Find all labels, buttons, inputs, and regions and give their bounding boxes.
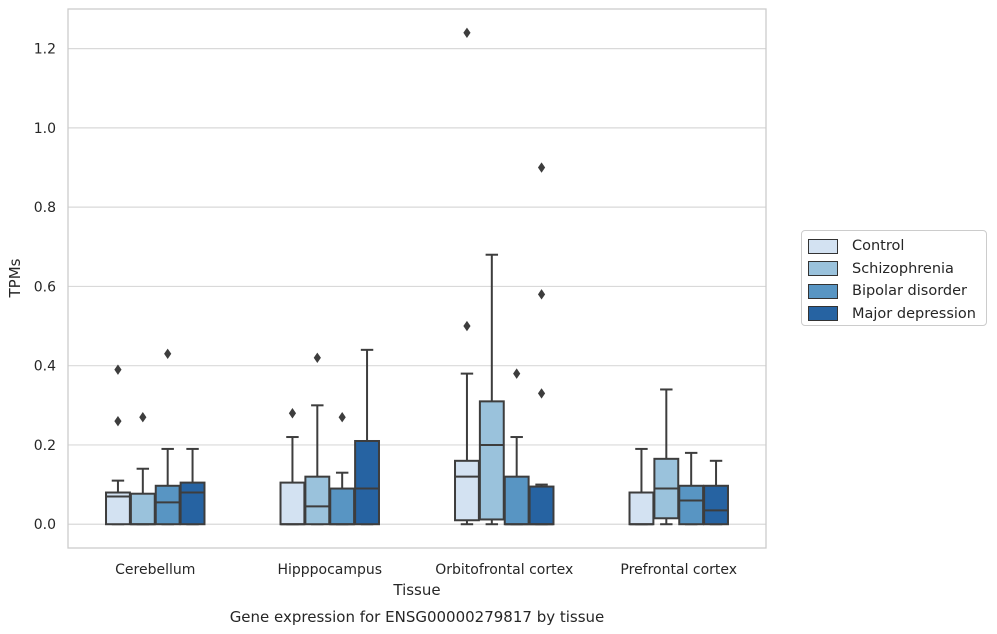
boxes-layer xyxy=(105,27,729,526)
box xyxy=(179,481,206,526)
outlier-point xyxy=(463,320,471,332)
box-group xyxy=(478,253,505,526)
outlier-point xyxy=(114,415,122,427)
outlier-point xyxy=(313,352,321,363)
outlier-point xyxy=(513,368,521,379)
y-tick-labels: 0.0 0.2 0.4 0.6 0.8 1.0 1.2 xyxy=(34,42,56,534)
box xyxy=(354,439,380,526)
y-tick-label: 1.2 xyxy=(34,42,56,58)
legend-swatch xyxy=(808,238,838,254)
legend-item: Control xyxy=(808,235,980,258)
box-group xyxy=(304,352,331,526)
x-tick-label: Prefrontal cortex xyxy=(620,562,737,578)
outlier-point xyxy=(139,412,147,423)
legend-label: Bipolar disorder xyxy=(852,283,967,300)
box xyxy=(503,475,530,526)
box-group xyxy=(329,412,356,526)
legend-swatch xyxy=(808,261,838,277)
x-tick-label: Orbitofrontal cortex xyxy=(435,562,573,578)
y-tick-label: 0.8 xyxy=(34,200,56,216)
box xyxy=(528,485,555,526)
legend-swatch xyxy=(808,306,838,322)
box xyxy=(304,475,331,526)
x-tick-label: Hipppocampus xyxy=(277,562,382,578)
y-tick-label: 0.4 xyxy=(34,359,56,375)
box-group xyxy=(503,368,530,526)
box xyxy=(678,484,705,526)
outlier-point xyxy=(338,412,346,423)
box-group xyxy=(154,348,181,526)
legend-item: Major depression xyxy=(808,303,980,326)
box xyxy=(454,459,480,522)
box-group xyxy=(129,412,156,526)
outlier-point xyxy=(288,408,297,419)
box-group xyxy=(653,388,680,526)
box-group xyxy=(703,459,729,526)
legend: Control Schizophrenia Bipolar disorder M… xyxy=(801,230,987,326)
box-group xyxy=(279,408,306,526)
box-group xyxy=(354,348,380,526)
x-axis-title: Tissue xyxy=(392,581,440,599)
x-tick-label: Cerebellum xyxy=(115,562,195,578)
box xyxy=(129,492,156,526)
legend-swatch xyxy=(808,283,838,299)
y-tick-label: 1.0 xyxy=(34,121,56,137)
box-group xyxy=(628,447,655,526)
grid-lines xyxy=(68,48,766,525)
box-group xyxy=(454,27,480,526)
box-group xyxy=(179,447,206,526)
box xyxy=(279,481,306,526)
legend-item: Schizophrenia xyxy=(808,258,980,281)
box-group xyxy=(678,451,705,526)
box xyxy=(154,484,181,526)
outlier-point xyxy=(164,348,172,360)
legend-label: Schizophrenia xyxy=(852,260,954,277)
box xyxy=(703,484,729,526)
outlier-point xyxy=(463,27,471,38)
outlier-point xyxy=(114,364,122,375)
outlier-point xyxy=(537,388,546,399)
box-group xyxy=(528,162,555,526)
box-group xyxy=(105,364,131,526)
plot-frame xyxy=(67,8,767,549)
x-tick-labels: Cerebellum Hipppocampus Orbitofrontal cort… xyxy=(115,562,737,578)
outlier-point xyxy=(537,289,546,300)
legend-item: Bipolar disorder xyxy=(808,280,980,303)
box xyxy=(329,487,356,526)
y-axis-title: TPMs xyxy=(6,258,24,298)
y-tick-label: 0.0 xyxy=(34,517,56,533)
box xyxy=(628,491,655,526)
legend-label: Control xyxy=(852,238,905,255)
legend-label: Major depression xyxy=(852,305,976,322)
box xyxy=(478,400,505,521)
outlier-point xyxy=(537,162,546,173)
chart-caption: Gene expression for ENSG00000279817 by t… xyxy=(230,608,605,626)
y-tick-label: 0.6 xyxy=(34,279,56,295)
y-tick-label: 0.2 xyxy=(34,438,56,454)
